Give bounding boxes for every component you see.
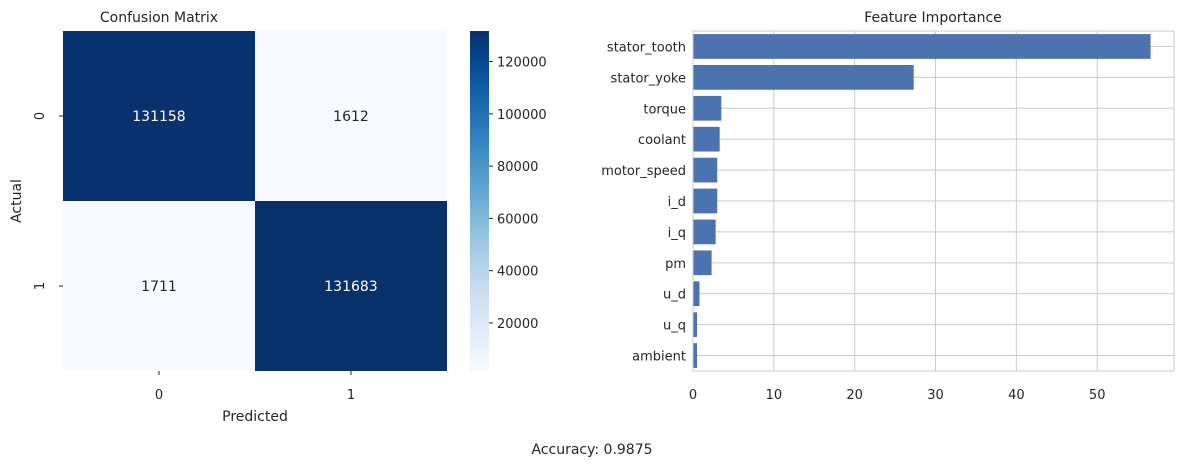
- heatmap-x-tick-label: 1: [347, 388, 355, 403]
- bar-y-tick-label: stator_tooth: [607, 40, 686, 55]
- bar-y-tick-label: coolant: [638, 133, 686, 148]
- bar-x-tick-label: 20: [846, 388, 863, 403]
- confusion-matrix-chart: Confusion Matrix 131158 1612 1711 131683 0 1…: [9, 10, 447, 425]
- confusion-matrix-title: Confusion Matrix: [100, 10, 218, 26]
- heatmap-cell: [63, 31, 255, 201]
- accuracy-caption: Accuracy: 0.9875: [531, 442, 653, 458]
- bar-motor-speed: [693, 157, 718, 183]
- heatmap-y-tick-label: 1: [33, 282, 48, 290]
- bar-stator-yoke: [693, 65, 914, 90]
- heatmap-y-tick-label: 0: [33, 112, 48, 120]
- bar-y-tick-label: pm: [665, 257, 686, 272]
- colorbar-tick-label: 100000: [497, 108, 547, 123]
- bar-stator-tooth: [693, 34, 1151, 59]
- colorbar-tick-label: 40000: [497, 265, 538, 280]
- bar-y-tick-label: torque: [643, 102, 686, 117]
- heatmap-cell-value: 1612: [333, 109, 369, 125]
- colorbar-tick-label: 80000: [497, 160, 538, 175]
- bar-x-tick-label: 10: [766, 388, 783, 403]
- bar-y-tick-label: i_d: [668, 195, 686, 210]
- feature-importance-title: Feature Importance: [864, 10, 1002, 26]
- heatmap-cell-value: 1711: [141, 279, 177, 295]
- bar-y-tick-label: stator_yoke: [611, 71, 686, 86]
- heatmap-cell-value: 131683: [324, 279, 377, 295]
- bar-u-q: [693, 312, 698, 337]
- bar-pm: [693, 250, 712, 276]
- colorbar-gradient: [470, 31, 489, 371]
- bar-u-d: [693, 281, 700, 307]
- bar-x-tick-label: 0: [689, 388, 697, 403]
- bar-torque: [693, 95, 722, 121]
- heatmap-x-tick-label: 0: [155, 388, 163, 403]
- bar-ambient: [693, 343, 698, 368]
- colorbar-tick-label: 120000: [497, 56, 547, 71]
- heatmap-cell: [255, 201, 447, 371]
- bar-coolant: [693, 126, 720, 152]
- feature-importance-chart: Feature Importance 0 10 20 30 40 50 stator_to…: [601, 10, 1175, 403]
- heatmap-cell: [63, 201, 255, 371]
- heatmap-x-axis-label: Predicted: [222, 409, 288, 425]
- heatmap-colorbar: 20000 40000 60000 80000 100000 120000: [470, 31, 547, 371]
- plot-area-frame: [692, 30, 1175, 372]
- colorbar-tick-label: 20000: [497, 317, 538, 332]
- bar-y-tick-label: u_q: [663, 319, 686, 334]
- bar-i-q: [693, 219, 716, 245]
- colorbar-tick-label: 60000: [497, 212, 538, 227]
- bar-y-tick-label: i_q: [668, 226, 686, 241]
- bar-i-d: [693, 188, 718, 214]
- heatmap-cell: [255, 31, 447, 201]
- bar-x-tick-label: 40: [1008, 388, 1025, 403]
- bar-x-tick-label: 50: [1089, 388, 1106, 403]
- bar-y-tick-label: ambient: [632, 350, 686, 365]
- bar-y-tick-label: motor_speed: [601, 164, 686, 179]
- heatmap-cell-value: 131158: [132, 109, 185, 125]
- heatmap-y-axis-label: Actual: [9, 179, 25, 223]
- bar-y-tick-label: u_d: [663, 288, 686, 303]
- bar-x-tick-label: 30: [927, 388, 944, 403]
